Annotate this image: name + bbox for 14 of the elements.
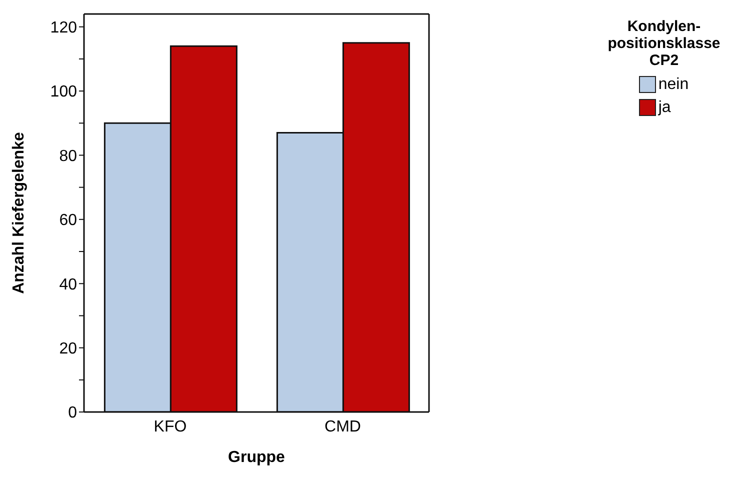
y-tick-label: 20 — [59, 340, 78, 358]
y-tick-label: 40 — [59, 276, 78, 294]
y-tick-label: 100 — [50, 84, 78, 101]
y-tick-label: 60 — [59, 212, 78, 230]
legend-label: nein — [658, 75, 689, 95]
y-tick-label: 120 — [50, 20, 78, 37]
legend-title: Kondylen-positionsklasse CP2 — [606, 18, 722, 69]
y-axis-title: Anzahl Kiefergelenke — [10, 132, 28, 294]
y-tick-label: 80 — [59, 148, 78, 165]
x-tick-label: CMD — [324, 418, 361, 436]
x-tick-label: KFO — [154, 418, 187, 436]
y-tick-label: 0 — [68, 404, 78, 422]
legend-label: ja — [658, 98, 671, 118]
x-axis-title: Gruppe — [228, 449, 286, 466]
